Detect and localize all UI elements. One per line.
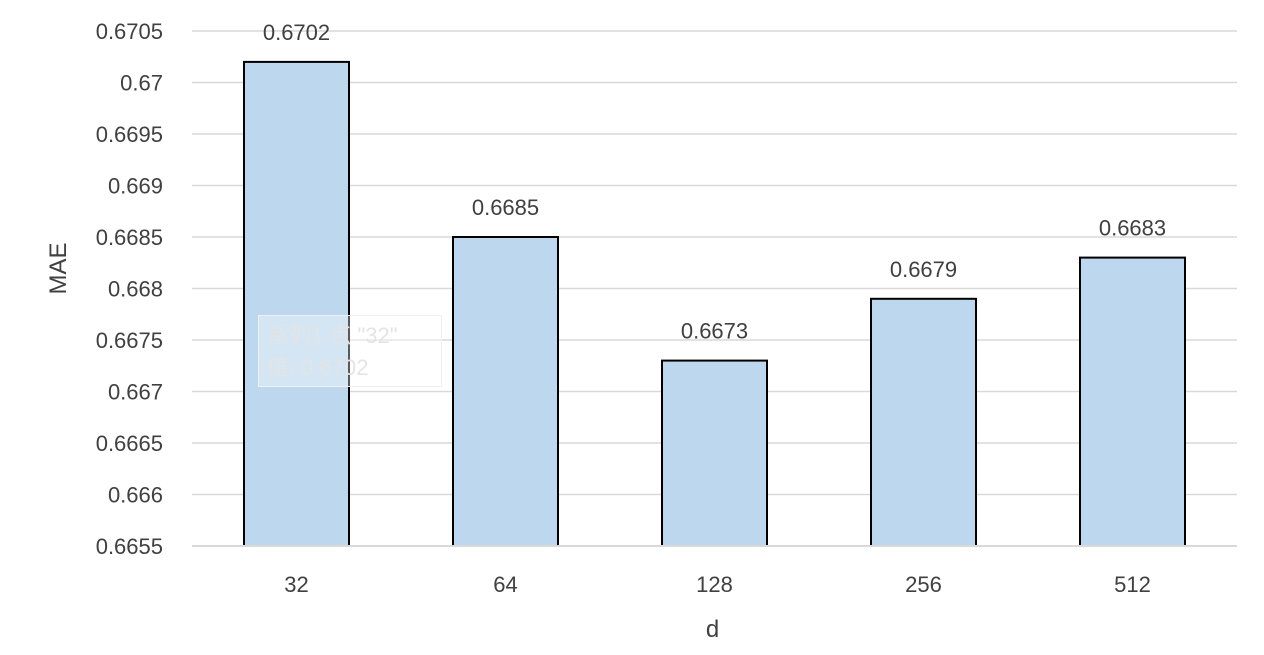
y-tick-label: 0.6655 [96, 534, 163, 559]
bar [1079, 256, 1186, 547]
y-tick-label: 0.6665 [96, 431, 163, 456]
x-tick-label: 32 [284, 572, 308, 597]
x-tick-label: 512 [1114, 572, 1151, 597]
y-tick-label: 0.667 [108, 380, 163, 405]
gridlines [192, 30, 1237, 496]
y-tick-label: 0.6675 [96, 328, 163, 353]
y-tick-label: 0.669 [108, 174, 163, 199]
x-tick-label: 128 [696, 572, 733, 597]
bar [870, 297, 977, 547]
tooltip-series-point: 系列1 点 "32" [267, 323, 398, 348]
x-axis-ticks: 32 64 128 256 512 [284, 572, 1151, 597]
bar [661, 359, 768, 547]
y-axis-title: MAE [45, 242, 72, 294]
y-tick-label: 0.6695 [96, 122, 163, 147]
x-tick-label: 64 [493, 572, 517, 597]
tooltip-value: 值: 0.6702 [267, 355, 369, 380]
chart-tooltip: 系列1 点 "32" 值: 0.6702 [258, 315, 442, 387]
bar [243, 60, 350, 548]
data-labels: 0.6702 0.6685 0.6673 0.6679 0.6683 [263, 20, 1166, 344]
y-tick-label: 0.666 [108, 483, 163, 508]
y-tick-label: 0.668 [108, 277, 163, 302]
y-tick-label: 0.6685 [96, 225, 163, 250]
y-axis-ticks: 0.6655 0.666 0.6665 0.667 0.6675 0.668 0.6685 0… [96, 19, 163, 559]
bar-data-label: 0.6702 [263, 20, 330, 45]
bar-data-label: 0.6685 [472, 195, 539, 220]
x-tick-label: 256 [905, 572, 942, 597]
bar-data-label: 0.6683 [1099, 216, 1166, 241]
x-axis-title: d [706, 616, 719, 643]
y-tick-label: 0.6705 [96, 19, 163, 44]
bar [452, 236, 559, 547]
y-tick-label: 0.67 [120, 71, 163, 96]
bar-data-label: 0.6673 [681, 319, 748, 344]
bar-data-label: 0.6679 [890, 257, 957, 282]
